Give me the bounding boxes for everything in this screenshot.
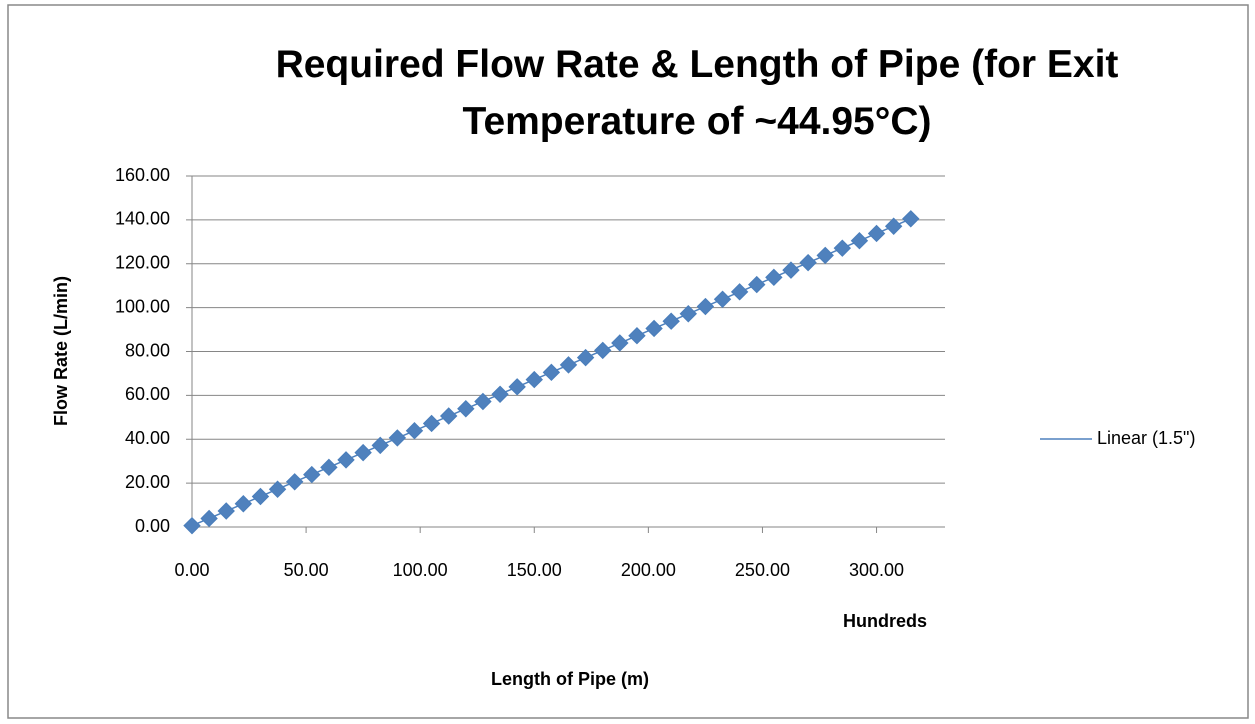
y-tick-label: 60.00 [125,384,170,404]
y-tick-label: 160.00 [115,165,170,185]
x-tick-label: 300.00 [849,560,904,580]
marker [285,473,304,491]
marker [474,392,492,411]
marker [730,283,749,301]
marker [422,414,441,433]
marker [696,297,715,316]
marker [525,370,543,389]
marker [902,210,920,228]
marker [679,305,698,323]
marker [611,334,629,352]
marker [645,319,663,338]
marker [559,356,578,374]
y-tick-label: 120.00 [115,253,170,273]
marker [867,224,886,243]
x-unit-label: Hundreds [843,611,927,631]
marker [354,443,372,462]
x-tick-label: 0.00 [174,560,209,580]
marker [713,290,732,308]
legend-label: Linear (1.5") [1097,428,1195,448]
chart-title: Required Flow Rate & Length of Pipe (for… [275,43,1119,143]
marker [457,400,475,418]
x-axis-label: Length of Pipe (m) [491,669,649,689]
x-tick-label: 50.00 [284,560,329,580]
marker [439,407,458,425]
marker [782,261,800,279]
marker [405,421,424,440]
marker [303,465,321,484]
marker [816,246,834,265]
marker [884,217,903,235]
marker [594,341,612,360]
marker [850,232,869,250]
x-tick-label: 200.00 [621,560,676,580]
marker [388,429,407,447]
y-tick-label: 80.00 [125,340,170,360]
marker [833,239,852,257]
x-tick-label: 250.00 [735,560,790,580]
x-tick-label: 150.00 [507,560,562,580]
marker [200,509,218,528]
y-tick-label: 100.00 [115,296,170,316]
marker [508,378,526,396]
marker [576,348,595,367]
chart-border [7,4,1249,719]
y-tick-label: 40.00 [125,428,170,448]
marker [662,312,680,330]
marker [217,502,235,520]
marker [183,516,201,535]
y-tick-label: 140.00 [115,209,170,229]
marker [748,275,766,294]
marker [799,253,817,272]
marker [268,480,287,498]
marker [320,458,338,477]
marker [371,436,389,455]
x-tick-label: 100.00 [393,560,448,580]
y-axis-label: Flow Rate (L/min) [51,276,71,426]
marker [542,363,561,382]
y-tick-label: 20.00 [125,472,170,492]
marker [765,268,783,287]
marker [628,326,646,345]
y-tick-label: 0.00 [135,516,170,536]
marker [251,487,270,506]
marker [491,385,509,403]
marker [234,495,253,513]
marker [337,451,355,469]
